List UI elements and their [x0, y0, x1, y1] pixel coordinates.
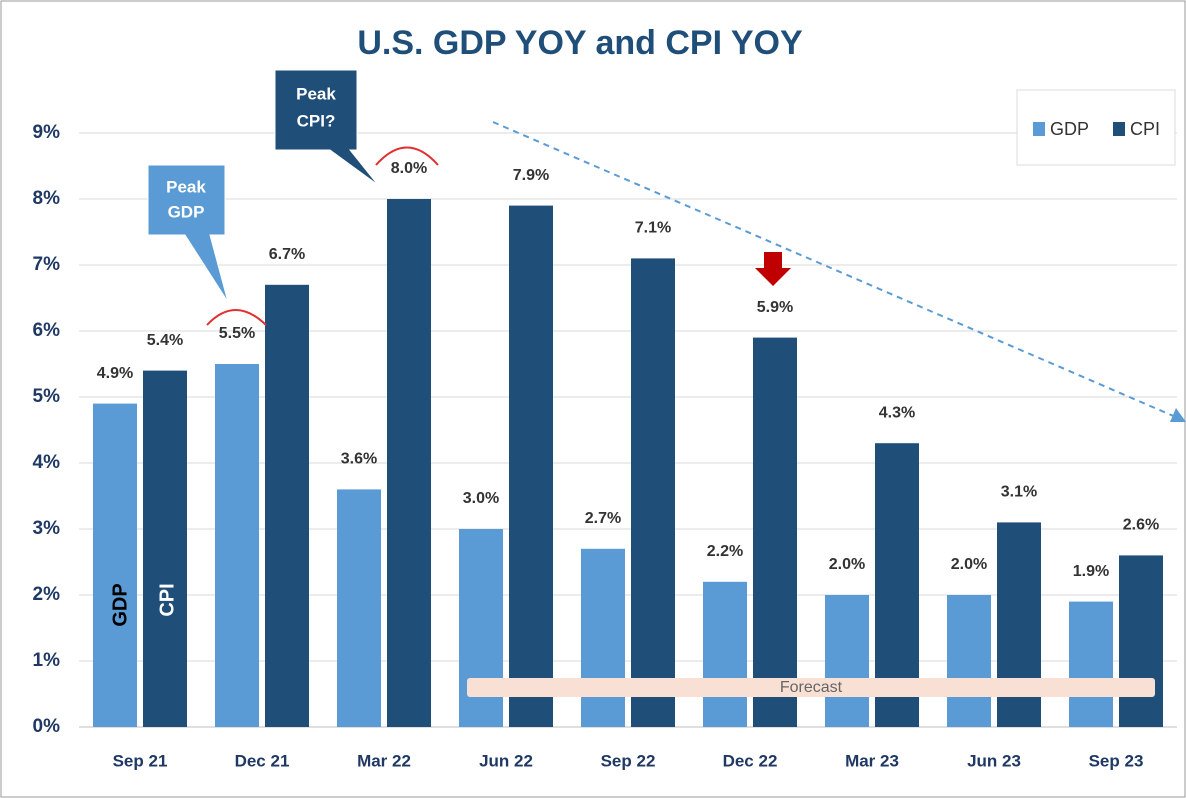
y-tick-label: 8% — [33, 188, 61, 209]
legend-swatch — [1113, 122, 1125, 136]
bar — [581, 548, 625, 727]
value-label: 2.0% — [951, 556, 987, 573]
forecast-label: Forecast — [780, 679, 843, 696]
bar — [1069, 601, 1113, 727]
bar — [947, 595, 991, 727]
y-tick-label: 2% — [33, 584, 61, 605]
bar — [509, 205, 553, 728]
bar — [1119, 555, 1163, 727]
legend-swatch — [1033, 122, 1045, 136]
x-tick-label: Mar 22 — [357, 751, 411, 770]
chart-title: U.S. GDP YOY and CPI YOY — [357, 24, 803, 62]
y-tick-label: 7% — [33, 254, 61, 275]
x-tick-label: Mar 23 — [845, 751, 899, 770]
bar — [459, 529, 503, 727]
bar — [265, 284, 309, 727]
y-tick-label: 5% — [33, 386, 61, 407]
x-tick-label: Sep 23 — [1089, 751, 1144, 770]
value-label: 6.7% — [269, 246, 305, 263]
bar-inner-label: CPI — [156, 583, 178, 616]
x-tick-label: Dec 22 — [723, 751, 778, 770]
value-label: 2.7% — [585, 510, 621, 527]
value-label: 4.3% — [879, 404, 915, 421]
bar — [825, 595, 869, 727]
y-tick-label: 3% — [33, 518, 61, 539]
callout-text: GDP — [168, 202, 205, 221]
value-label: 1.9% — [1073, 563, 1109, 580]
y-tick-label: 4% — [33, 452, 61, 473]
trend-line — [492, 121, 1179, 419]
y-tick-label: 9% — [33, 122, 61, 143]
bar — [337, 489, 381, 727]
value-label: 3.6% — [341, 451, 377, 468]
y-tick-label: 6% — [33, 320, 61, 341]
x-tick-label: Sep 21 — [113, 751, 168, 770]
x-tick-label: Sep 22 — [601, 751, 656, 770]
value-label: 3.1% — [1001, 484, 1037, 501]
bar — [215, 364, 259, 727]
callout — [147, 164, 229, 303]
callout — [274, 69, 379, 186]
bar — [387, 199, 431, 727]
forecast-band — [467, 678, 1155, 697]
bar — [703, 581, 747, 727]
legend-label: CPI — [1130, 119, 1160, 139]
value-label: 2.0% — [829, 556, 865, 573]
legend-label: GDP — [1050, 119, 1089, 139]
bar — [753, 337, 797, 727]
value-label: 4.9% — [97, 365, 133, 382]
bar-inner-label: GDP — [109, 583, 131, 626]
x-tick-label: Jun 23 — [967, 751, 1021, 770]
y-tick-label: 1% — [33, 650, 61, 671]
value-label: 2.6% — [1123, 517, 1159, 534]
x-tick-label: Jun 22 — [479, 751, 533, 770]
callout-text: Peak — [166, 177, 206, 196]
value-label: 8.0% — [391, 160, 427, 177]
value-label: 2.2% — [707, 543, 743, 560]
value-label: 5.4% — [147, 332, 183, 349]
value-label: 5.9% — [757, 299, 793, 316]
y-tick-label: 0% — [33, 716, 61, 737]
callout-text: Peak — [296, 84, 336, 103]
value-label: 7.9% — [513, 167, 549, 184]
bar — [631, 258, 675, 727]
highlight-arc — [375, 146, 439, 166]
bar — [143, 370, 187, 727]
highlight-arc — [206, 309, 267, 326]
value-label: 7.1% — [635, 220, 671, 237]
down-arrow — [755, 252, 791, 286]
x-tick-label: Dec 21 — [235, 751, 290, 770]
trend-arrow — [1170, 408, 1186, 422]
callout-text: CPI? — [297, 111, 336, 130]
value-label: 3.0% — [463, 490, 499, 507]
value-label: 5.5% — [219, 325, 255, 342]
bar — [93, 403, 137, 727]
